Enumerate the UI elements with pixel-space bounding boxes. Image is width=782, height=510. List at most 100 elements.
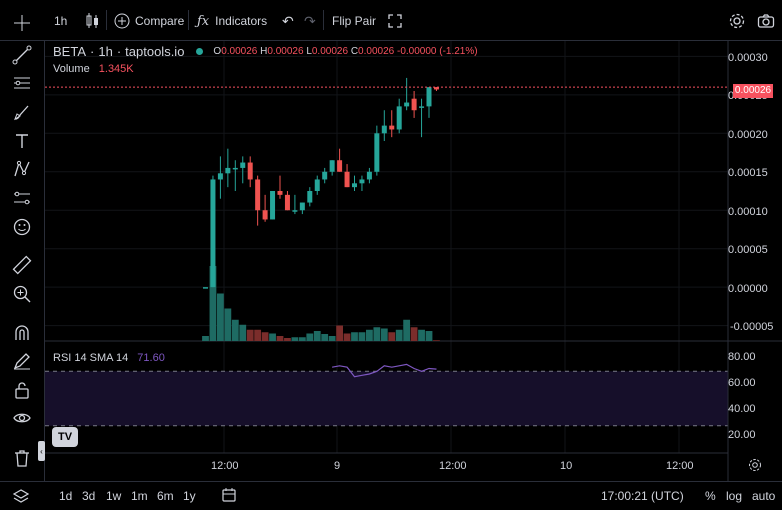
volume-bar: [425, 331, 433, 341]
volume-bar: [366, 329, 373, 341]
candle-body: [232, 167, 238, 170]
data-source: taptools.io: [125, 43, 185, 59]
candle-body: [203, 287, 208, 289]
screenshot-button[interactable]: [757, 9, 775, 33]
layers-button[interactable]: [12, 489, 30, 506]
range-1d-button[interactable]: 1d: [59, 489, 73, 503]
hide-drawings-tool[interactable]: [11, 407, 33, 429]
axis-settings-button[interactable]: [748, 458, 762, 475]
indicators-label: Indicators: [215, 14, 268, 28]
candle-body: [240, 162, 246, 168]
pencil-lock-icon: [13, 353, 30, 370]
log-scale-button[interactable]: log: [726, 489, 743, 503]
settings-button[interactable]: [728, 9, 746, 33]
candle-body: [359, 179, 365, 184]
drawing-toolbar: [0, 15, 45, 509]
candle-body: [381, 125, 387, 134]
range-1m-button[interactable]: 1m: [131, 489, 148, 503]
indicators-button[interactable]: ƒx Indicators: [197, 9, 267, 33]
time-label: 12:00: [439, 460, 467, 472]
tradingview-logo[interactable]: TV: [52, 427, 78, 447]
range-3d-button[interactable]: 3d: [82, 489, 96, 503]
price-label: 0.00000: [728, 283, 768, 295]
brush-tool[interactable]: [11, 101, 33, 123]
forecast-icon: [14, 191, 30, 205]
range-6m-button[interactable]: 6m: [157, 489, 174, 503]
volume-bar: [291, 337, 299, 341]
crosshair-tool[interactable]: [11, 12, 33, 34]
candle-body: [419, 106, 425, 108]
volume-bar: [261, 332, 269, 341]
price-label: 0.00005: [728, 244, 768, 256]
interval-label: 1h: [54, 14, 68, 28]
stay-in-drawing-tool[interactable]: [11, 350, 33, 372]
candle-body: [314, 179, 320, 191]
delete-drawings-tool[interactable]: [11, 447, 33, 469]
flip-pair-button[interactable]: Flip Pair: [332, 9, 376, 33]
redo-button[interactable]: ↷: [304, 9, 316, 33]
candle-body: [433, 87, 439, 90]
percent-scale-button[interactable]: %: [705, 489, 716, 503]
top-toolbar: 1h Compare ƒx Indicators ↶ ↷ Flip Pair: [0, 0, 782, 41]
volume-bar: [298, 337, 306, 341]
rsi-line: [331, 363, 437, 378]
lines-icon: [14, 77, 30, 89]
undo-icon: ↶: [282, 12, 294, 29]
volume-bar: [410, 327, 418, 341]
trendline-tool[interactable]: [11, 44, 33, 66]
compare-button[interactable]: Compare: [114, 9, 184, 33]
candle-body: [284, 194, 290, 211]
volume-bar: [351, 332, 358, 341]
collapse-toolbar-handle[interactable]: ‹: [38, 441, 45, 461]
volume-bar: [358, 332, 366, 341]
candle-body: [277, 191, 283, 195]
pattern-tool[interactable]: [11, 158, 33, 180]
magnet-tool[interactable]: [11, 322, 33, 344]
undo-button[interactable]: ↶: [282, 9, 294, 33]
text-tool[interactable]: [11, 130, 33, 152]
candle-body: [374, 133, 380, 172]
ruler-tool[interactable]: [11, 254, 33, 276]
emoji-tool[interactable]: [11, 216, 33, 238]
eye-icon: [13, 413, 31, 423]
price-label: -0.00005: [730, 321, 774, 333]
compare-label: Compare: [135, 14, 185, 28]
range-1w-button[interactable]: 1w: [106, 489, 122, 503]
volume-bar: [202, 336, 209, 341]
range-1y-button[interactable]: 1y: [183, 489, 196, 503]
candle-body: [329, 160, 335, 172]
volume-bar: [433, 340, 440, 341]
candle-body: [262, 210, 268, 220]
utc-clock[interactable]: 17:00:21 (UTC): [601, 489, 684, 503]
chart-canvas[interactable]: [45, 41, 782, 481]
redo-icon: ↷: [304, 12, 316, 29]
volume-legend: Volume 1.345K: [53, 63, 134, 75]
candle-body: [270, 191, 276, 220]
price-label: 0.00030: [728, 52, 768, 64]
fx-icon: ƒx: [197, 13, 210, 29]
rsi-legend: RSI 14 SMA 14 71.60: [53, 352, 165, 364]
go-to-date-button[interactable]: [221, 487, 237, 506]
chevron-left-icon: ‹: [40, 446, 43, 456]
ohlc-values: O0.00026 H0.00026 L0.00026 C0.00026 -0.0…: [213, 45, 478, 57]
symbol-name[interactable]: BETA: [53, 43, 86, 59]
calendar-icon: [222, 488, 236, 502]
forecast-tool[interactable]: [11, 187, 33, 209]
last-price-badge: 0.00026: [733, 84, 773, 98]
fullscreen-button[interactable]: [387, 9, 403, 33]
candle-body: [404, 102, 410, 107]
volume-bar: [239, 324, 247, 341]
interval-button[interactable]: 1h: [54, 9, 67, 33]
candle-type-button[interactable]: [84, 9, 100, 33]
candle-body: [307, 191, 313, 203]
volume-bar: [254, 329, 262, 341]
smiley-icon: [13, 218, 31, 236]
lock-tool[interactable]: [11, 379, 33, 401]
volume-bar: [209, 266, 217, 341]
candle-body: [292, 210, 298, 212]
horizontal-lines-tool[interactable]: [11, 72, 33, 94]
zoom-tool[interactable]: [11, 283, 33, 305]
volume-bar: [395, 329, 403, 341]
auto-scale-button[interactable]: auto: [752, 489, 776, 503]
candle-body: [299, 202, 305, 211]
